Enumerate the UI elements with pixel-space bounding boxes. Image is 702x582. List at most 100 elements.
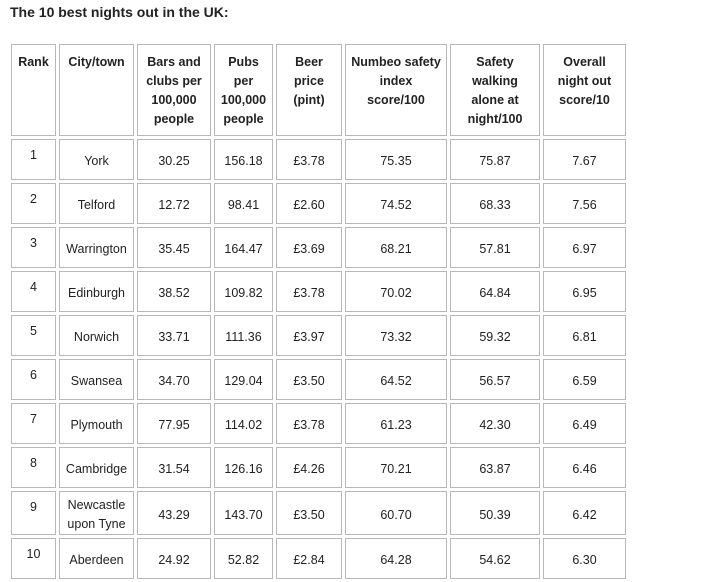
table-cell: 156.18 xyxy=(214,139,273,180)
table-cell: 33.71 xyxy=(137,315,211,356)
table-cell: 60.70 xyxy=(345,491,447,535)
table-cell: 6.30 xyxy=(543,538,626,579)
table-cell: £3.78 xyxy=(276,139,342,180)
table-cell: 6.95 xyxy=(543,271,626,312)
table-cell: £2.60 xyxy=(276,183,342,224)
table-cell: 7.67 xyxy=(543,139,626,180)
column-header: Numbeo safety index score/100 xyxy=(345,44,447,136)
table-body: 1 York 30.25 156.18 £3.78 75.35 75.87 7.67 2 Telf… xyxy=(11,139,626,579)
table: Rank City/town Bars and clubs per 100,000 … xyxy=(8,41,629,582)
table-cell: 70.21 xyxy=(345,447,447,488)
table-cell: 34.70 xyxy=(137,359,211,400)
table-row: 2 Telford 12.72 98.41 £2.60 74.52 68.33 7.56 xyxy=(11,183,626,224)
table-cell: £3.50 xyxy=(276,491,342,535)
table-cell: 54.62 xyxy=(450,538,540,579)
table-cell: Norwich xyxy=(59,315,134,356)
table-cell: 43.29 xyxy=(137,491,211,535)
table-cell: 30.25 xyxy=(137,139,211,180)
table-cell: 42.30 xyxy=(450,403,540,444)
rank-cell: 9 xyxy=(11,491,56,535)
table-cell: 126.16 xyxy=(214,447,273,488)
table-cell: 75.35 xyxy=(345,139,447,180)
rank-cell: 1 xyxy=(11,139,56,180)
table-cell: 129.04 xyxy=(214,359,273,400)
column-header: Beer price (pint) xyxy=(276,44,342,136)
rank-cell: 6 xyxy=(11,359,56,400)
table-row: 6 Swansea 34.70 129.04 £3.50 64.52 56.57 6.59 xyxy=(11,359,626,400)
rank-cell: 5 xyxy=(11,315,56,356)
rank-cell: 2 xyxy=(11,183,56,224)
table-cell: 57.81 xyxy=(450,227,540,268)
table-cell: £3.50 xyxy=(276,359,342,400)
table-cell: Telford xyxy=(59,183,134,224)
table-cell: 111.36 xyxy=(214,315,273,356)
table-row: 8 Cambridge 31.54 126.16 £4.26 70.21 63.87 6.46 xyxy=(11,447,626,488)
table-cell: £3.78 xyxy=(276,271,342,312)
table-cell: 63.87 xyxy=(450,447,540,488)
table-cell: Aberdeen xyxy=(59,538,134,579)
rank-cell: 7 xyxy=(11,403,56,444)
table-cell: 75.87 xyxy=(450,139,540,180)
column-header: Safety walking alone at night/100 xyxy=(450,44,540,136)
table-cell: 61.23 xyxy=(345,403,447,444)
rank-cell: 8 xyxy=(11,447,56,488)
table-cell: 109.82 xyxy=(214,271,273,312)
table-cell: 52.82 xyxy=(214,538,273,579)
table-cell: Plymouth xyxy=(59,403,134,444)
table-cell: 59.32 xyxy=(450,315,540,356)
table-cell: 64.28 xyxy=(345,538,447,579)
table-row: 5 Norwich 33.71 111.36 £3.97 73.32 59.32 6.81 xyxy=(11,315,626,356)
table-cell: 6.42 xyxy=(543,491,626,535)
column-header: City/town xyxy=(59,44,134,136)
table-cell: Cambridge xyxy=(59,447,134,488)
table-cell: 64.52 xyxy=(345,359,447,400)
column-header: Pubs per 100,000 people xyxy=(214,44,273,136)
rank-cell: 10 xyxy=(11,538,56,579)
rank-cell: 4 xyxy=(11,271,56,312)
table-row: 4 Edinburgh 38.52 109.82 £3.78 70.02 64.84 6.95 xyxy=(11,271,626,312)
table-cell: 64.84 xyxy=(450,271,540,312)
table-row: 10 Aberdeen 24.92 52.82 £2.84 64.28 54.62 6.30 xyxy=(11,538,626,579)
page: The 10 best nights out in the UK: Rank Ci… xyxy=(10,4,626,579)
column-header: Bars and clubs per 100,000 people xyxy=(137,44,211,136)
table-cell: 6.59 xyxy=(543,359,626,400)
table-cell: £3.69 xyxy=(276,227,342,268)
table-cell: 56.57 xyxy=(450,359,540,400)
table-cell: 35.45 xyxy=(137,227,211,268)
table-cell: £4.26 xyxy=(276,447,342,488)
rank-cell: 3 xyxy=(11,227,56,268)
table-cell: Warrington xyxy=(59,227,134,268)
table-row: 9 Newcastle upon Tyne 43.29 143.70 £3.50 60.7… xyxy=(11,491,626,535)
header-row: Rank City/town Bars and clubs per 100,000 … xyxy=(11,44,626,136)
table-cell: £3.78 xyxy=(276,403,342,444)
table-cell: Edinburgh xyxy=(59,271,134,312)
title: The 10 best nights out in the UK: xyxy=(10,4,229,20)
table-cell: 77.95 xyxy=(137,403,211,444)
table-cell: 73.32 xyxy=(345,315,447,356)
table-cell: 70.02 xyxy=(345,271,447,312)
table-cell: 143.70 xyxy=(214,491,273,535)
table-cell: 164.47 xyxy=(214,227,273,268)
table-cell: 50.39 xyxy=(450,491,540,535)
table-cell: York xyxy=(59,139,134,180)
table-cell: £3.97 xyxy=(276,315,342,356)
table-cell: Swansea xyxy=(59,359,134,400)
table-cell: 68.33 xyxy=(450,183,540,224)
table-cell: 6.97 xyxy=(543,227,626,268)
table-cell: 24.92 xyxy=(137,538,211,579)
table-cell: 74.52 xyxy=(345,183,447,224)
table-cell: 6.46 xyxy=(543,447,626,488)
table-cell: 68.21 xyxy=(345,227,447,268)
table-cell: 38.52 xyxy=(137,271,211,312)
table-cell: 12.72 xyxy=(137,183,211,224)
column-header: Overall night out score/10 xyxy=(543,44,626,136)
table-cell: Newcastle upon Tyne xyxy=(59,491,134,535)
table-cell: £2.84 xyxy=(276,538,342,579)
table-cell: 6.81 xyxy=(543,315,626,356)
table-cell: 98.41 xyxy=(214,183,273,224)
table-row: 1 York 30.25 156.18 £3.78 75.35 75.87 7.67 xyxy=(11,139,626,180)
table-cell: 114.02 xyxy=(214,403,273,444)
table-row: 3 Warrington 35.45 164.47 £3.69 68.21 57.81 6.9… xyxy=(11,227,626,268)
table-cell: 7.56 xyxy=(543,183,626,224)
table-row: 7 Plymouth 77.95 114.02 £3.78 61.23 42.30 6.49 xyxy=(11,403,626,444)
